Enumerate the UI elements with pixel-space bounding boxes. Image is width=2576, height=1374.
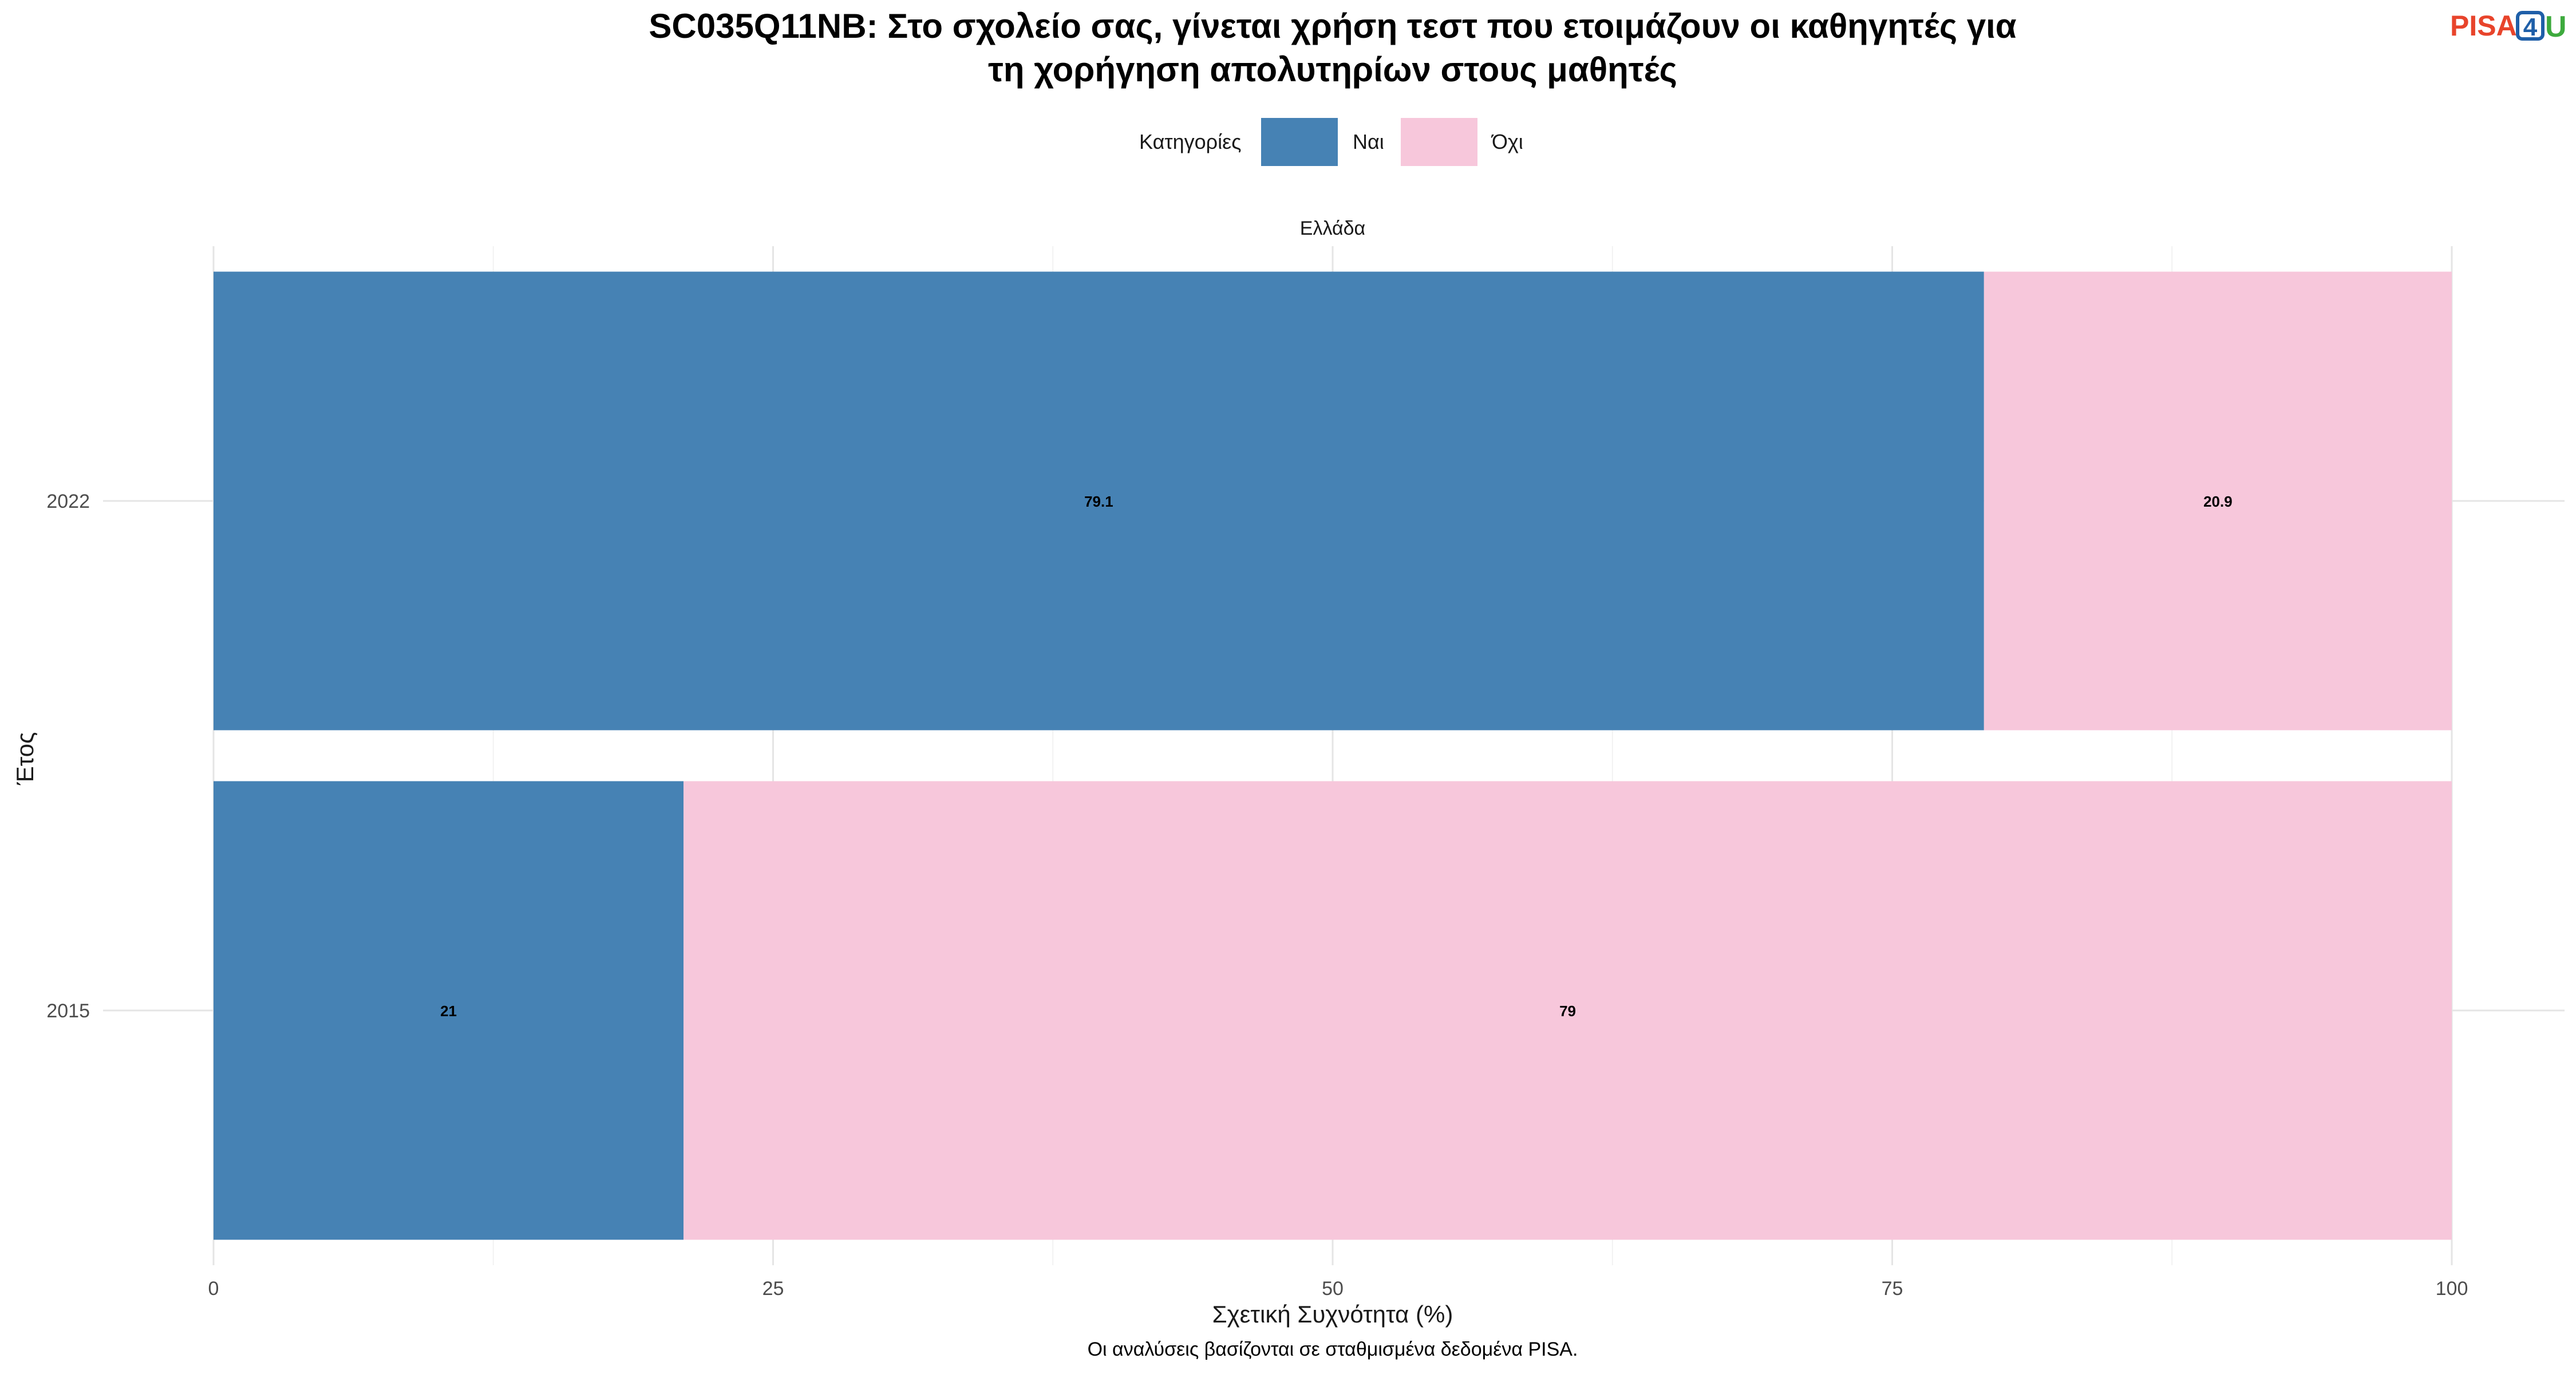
x-axis-title: Σχετική Συχνότητα (%) xyxy=(1212,1301,1453,1328)
data-label: 21 xyxy=(440,1002,457,1020)
legend-swatch-ochi xyxy=(1401,118,1477,166)
logo-part-4: 4 xyxy=(2523,13,2538,41)
data-label: 79.1 xyxy=(1084,493,1113,510)
bar-2015-series-0 xyxy=(214,781,684,1240)
legend: Κατηγορίες Ναι Όχι xyxy=(1139,118,1523,166)
data-label: 20.9 xyxy=(2203,493,2233,510)
y-axis-ticks: 2022 2015 xyxy=(46,491,90,1022)
bar-2022-series-1 xyxy=(1984,271,2452,731)
legend-label-ochi: Όχι xyxy=(1491,130,1523,153)
bar-2022-series-0 xyxy=(214,271,1984,731)
facet-label: Ελλάδα xyxy=(1300,218,1365,239)
y-tick-label: 2022 xyxy=(46,491,90,512)
x-tick-label: 75 xyxy=(1882,1278,1903,1300)
legend-swatch-nai xyxy=(1261,118,1338,166)
data-labels: 79.1 20.9 21 79 xyxy=(440,493,2233,1020)
logo: PISA xyxy=(2450,10,2517,42)
y-axis-title: Έτος xyxy=(11,732,38,786)
y-tick-label: 2015 xyxy=(46,1000,90,1022)
logo-part-pisa: PISA xyxy=(2450,10,2517,42)
chart-title-line-2: τη χορήγηση απολυτηρίων στους μαθητές xyxy=(988,50,1677,89)
caption: Οι αναλύσεις βασίζονται σε σταθμισμένα δ… xyxy=(1088,1339,1578,1360)
legend-title: Κατηγορίες xyxy=(1139,130,1242,153)
bar-2015-series-1 xyxy=(683,781,2452,1240)
chart-title-line-1: SC035Q11NB: Στο σχολείο σας, γίνεται χρή… xyxy=(649,7,2016,45)
x-tick-label: 0 xyxy=(208,1278,219,1300)
logo-part-u: U xyxy=(2545,10,2567,44)
x-tick-label: 50 xyxy=(1322,1278,1344,1300)
x-tick-label: 25 xyxy=(762,1278,784,1300)
x-tick-label: 100 xyxy=(2436,1278,2468,1300)
data-label: 79 xyxy=(1559,1002,1576,1020)
legend-label-nai: Ναι xyxy=(1353,130,1384,153)
bars xyxy=(214,271,2452,1240)
logo-box xyxy=(2516,11,2545,41)
x-axis-ticks: 0 25 50 75 100 xyxy=(208,1278,2468,1300)
